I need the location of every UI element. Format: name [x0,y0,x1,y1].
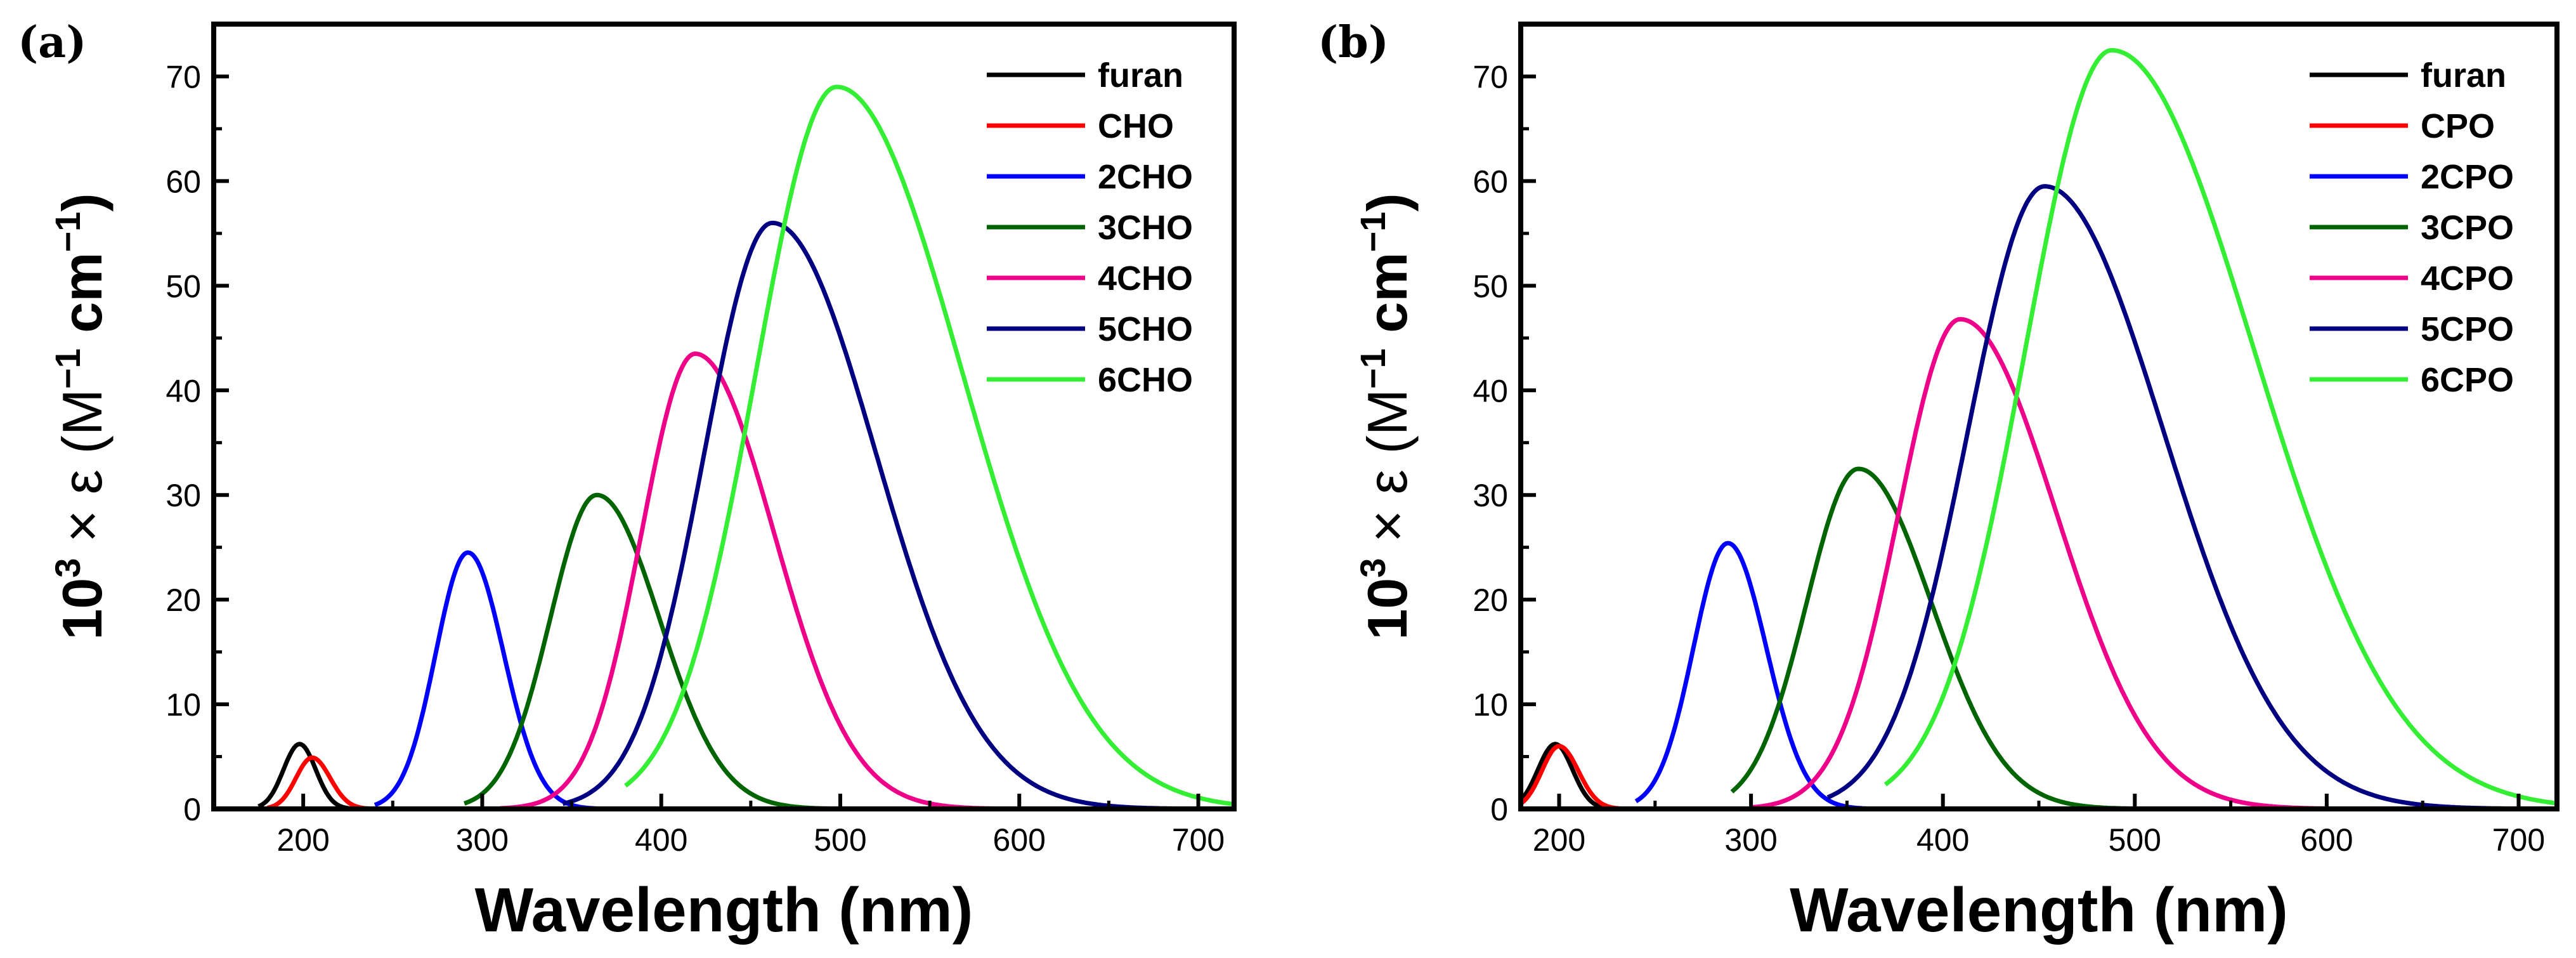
series-line-4CHO [500,351,1038,811]
x-tick-label: 200 [1533,822,1585,858]
panel-label: (a) [18,17,86,68]
legend-label-6CHO: 6CHO [1098,361,1193,399]
legend-label-4CHO: 4CHO [1098,259,1193,298]
legend-label-2CPO: 2CPO [2421,158,2514,196]
y-axis-title-mid: × ε (M [51,389,114,558]
y-axis-title: 103 × ε (M−1 cm−1) [48,193,114,640]
x-tick-label: 700 [1172,822,1225,858]
y-axis-title-base: 10 [51,578,114,640]
x-axis-title: Wavelength (nm) [475,875,973,945]
legend-label-furan: furan [2421,56,2506,95]
x-tick-label: 600 [2300,822,2353,858]
y-axis-title-sup: 3 [48,558,88,578]
panel-label: (b) [1318,17,1389,68]
legend-label-2CHO: 2CHO [1098,158,1193,196]
x-tick-label: 200 [276,822,329,858]
x-tick-label: 300 [456,822,509,858]
x-tick-label: 600 [993,822,1046,858]
y-tick-label: 60 [166,164,201,199]
panel-a: 200 300 400 500 600 700 0 10 20 30 40 50 60 70 Wavelen… [18,17,1237,945]
series-line-3CPO [1730,466,2135,811]
series-line-2CPO [1634,541,1867,811]
y-axis-title-base: 10 [1356,578,1419,640]
legend: furan CPO 2CPO 3CPO 4CPO 5CPO 6CPO [2310,56,2514,399]
legend-label-furan: furan [1098,56,1183,95]
series-line-6CPO [1883,48,2558,806]
legend-label-5CHO: 5CHO [1098,310,1193,348]
y-tick-label: 70 [1473,59,1508,95]
y-axis-title-mid2: cm [51,253,114,349]
legend-label-4CPO: 4CPO [2421,259,2514,298]
legend: furan CHO 2CHO 3CHO 4CHO 5CHO 6CHO [987,56,1193,399]
x-tick-label: 400 [1916,822,1969,858]
legend-label-CPO: CPO [2421,107,2495,145]
y-tick-label: 0 [183,792,201,827]
y-axis-title-end: ) [51,193,114,211]
series-line-4CPO [1750,317,2346,811]
curves [1519,48,2558,811]
y-axis-title-mid2: cm [1356,253,1419,349]
y-axis-title: 103 × ε (M−1 cm−1) [1353,193,1419,640]
series-line-6CHO [624,84,1235,807]
y-tick-label: 20 [1473,582,1508,618]
plot-frame [1518,22,2560,811]
series-line-furan [257,742,358,811]
y-axis-title-sup3: −1 [1353,212,1393,253]
x-tick-label: 400 [635,822,687,858]
legend-label-3CPO: 3CPO [2421,209,2514,247]
y-tick-label: 50 [166,268,201,304]
panel-b: 200 300 400 500 600 700 0 10 20 30 40 50 60 70 Wavelen… [1318,17,2560,945]
series-line-2CHO [374,550,599,811]
y-axis-title-sup: 3 [1353,558,1393,578]
x-tick-label: 500 [2109,822,2161,858]
y-axis-title-end: ) [1356,193,1419,211]
y-tick-label: 10 [166,687,201,723]
y-tick-label: 40 [166,373,201,409]
plot-frame [211,22,1237,811]
legend-label-6CPO: 6CPO [2421,361,2514,399]
y-axis-title-sup3: −1 [48,212,88,253]
y-tick-label: 10 [1473,687,1508,723]
x-axis-title: Wavelength (nm) [1790,875,2288,945]
x-tick-label: 500 [814,822,866,858]
y-tick-label: 30 [1473,478,1508,513]
x-tick-label: 300 [1724,822,1777,858]
y-tick-label: 40 [1473,373,1508,409]
y-axis-title-sup2: −1 [1353,348,1393,389]
y-tick-label: 60 [1473,164,1508,199]
legend-label-5CPO: 5CPO [2421,310,2514,348]
y-tick-label: 50 [1473,268,1508,304]
y-axis-title-sup2: −1 [48,348,88,389]
x-tick-label: 700 [2492,822,2545,858]
y-tick-label: 20 [166,582,201,618]
legend-label-CHO: CHO [1098,107,1174,145]
series-line-5CPO [1826,184,2558,811]
y-axis-title-mid: × ε (M [1356,389,1419,558]
y-tick-label: 0 [1490,792,1508,827]
y-tick-label: 30 [166,478,201,513]
curves [257,84,1235,811]
y-tick-label: 70 [166,59,201,95]
legend-label-3CHO: 3CHO [1098,209,1193,247]
